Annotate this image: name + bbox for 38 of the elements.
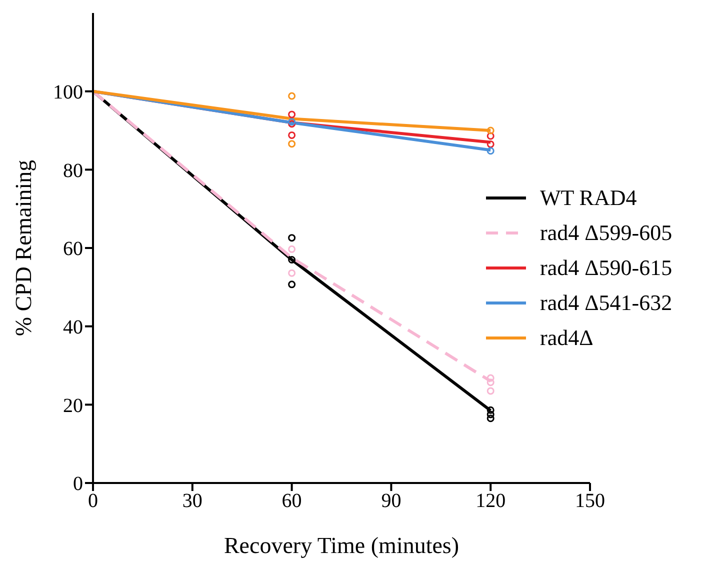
x-tick-label: 0	[88, 490, 98, 512]
legend-label: rad4Δ	[540, 324, 594, 350]
point	[288, 131, 296, 139]
point	[288, 234, 296, 242]
point	[288, 280, 296, 288]
point	[288, 269, 296, 277]
point	[486, 147, 494, 155]
x-tick-label: 90	[381, 490, 402, 512]
legend-label: WT RAD4	[540, 184, 637, 210]
point	[288, 92, 296, 100]
x-tick-label: 60	[282, 490, 302, 512]
point	[486, 387, 494, 395]
point	[486, 126, 494, 134]
point	[288, 110, 296, 118]
x-tick-label: 150	[575, 490, 605, 512]
x-tick-label: 120	[476, 490, 506, 512]
point	[288, 256, 296, 264]
legend-label: rad4 Δ541-632	[540, 290, 672, 316]
y-tick-label: 0	[73, 473, 83, 496]
y-tick-label: 80	[63, 160, 83, 182]
x-axis-title: Recovery Time (minutes)	[224, 533, 460, 558]
point	[486, 378, 494, 386]
point	[486, 410, 494, 418]
point	[288, 245, 296, 253]
x-tick-label: 30	[182, 490, 202, 512]
point	[486, 414, 494, 422]
legend-label: rad4 Δ599-605	[540, 220, 672, 246]
y-tick-label: 60	[63, 238, 83, 260]
y-tick-label: 20	[63, 394, 83, 417]
legend-label: rad4 Δ590-615	[540, 254, 672, 280]
point	[486, 132, 494, 140]
point	[486, 374, 494, 382]
y-axis-title: % CPD Remaining	[11, 159, 36, 336]
y-tick-label: 40	[63, 316, 83, 338]
y-tick-label: 100	[53, 81, 83, 104]
point	[288, 140, 296, 148]
point	[486, 406, 494, 414]
point	[486, 140, 494, 148]
